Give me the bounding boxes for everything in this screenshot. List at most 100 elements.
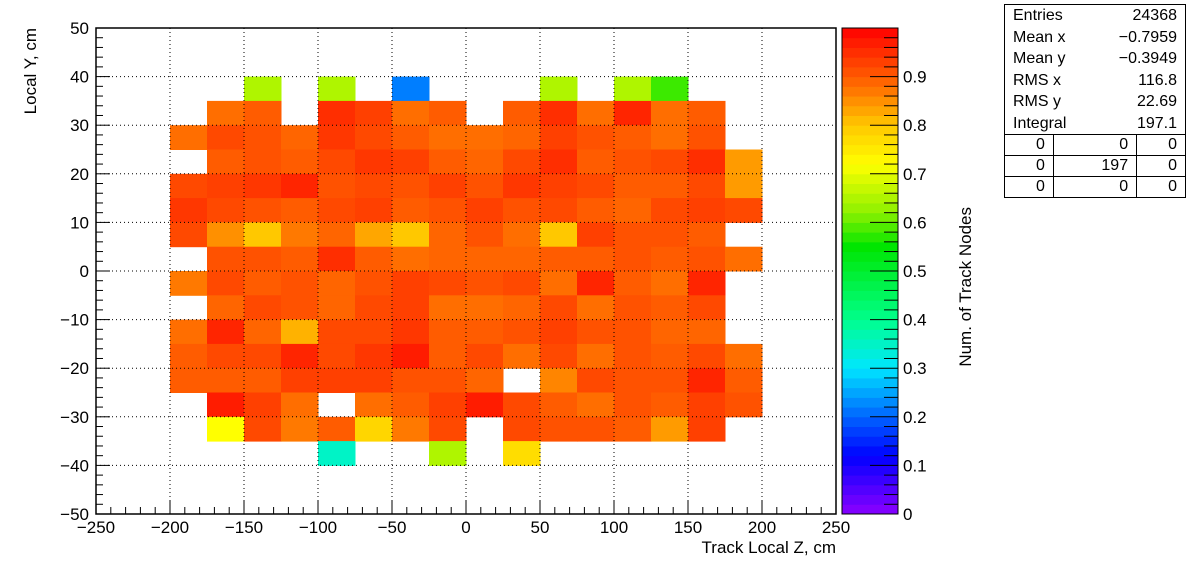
x-axis-label: Track Local Z, cm (702, 538, 836, 557)
heatmap-cell (244, 125, 282, 150)
heatmap-cell (503, 149, 541, 175)
heatmap-cell (392, 416, 430, 442)
heatmap-cell (429, 319, 467, 345)
heatmap-cell (577, 295, 615, 321)
y-tick-label: −20 (60, 359, 89, 378)
y-tick-label: 50 (70, 19, 89, 38)
heatmap-cell (429, 125, 467, 150)
heatmap-cell (392, 319, 430, 345)
heatmap-cells (170, 76, 763, 466)
palette-band (842, 66, 898, 78)
x-axis: −250 −200 −150 −100 −50 0 50 100 150 200 250 (77, 500, 850, 537)
stats-grid-cell: 0 (1136, 155, 1185, 177)
heatmap-cell (281, 343, 319, 369)
heatmap-cell (392, 368, 430, 393)
y-tick-label: −40 (60, 456, 89, 475)
x-tick-label: −150 (225, 518, 263, 537)
heatmap-cell (614, 125, 652, 150)
y-tick-label: 20 (70, 165, 89, 184)
heatmap-cell (651, 368, 689, 393)
palette-band (842, 368, 898, 379)
z-axis-label: Num. of Track Nodes (956, 207, 975, 367)
heatmap-cell (651, 198, 689, 223)
palette-band (842, 377, 898, 389)
heatmap-cell (281, 222, 319, 248)
heatmap-cell (392, 222, 430, 248)
y-tick-label: 30 (70, 116, 89, 135)
heatmap-cell (577, 319, 615, 345)
heatmap-cell (281, 319, 319, 345)
heatmap-cell (466, 149, 504, 175)
heatmap-cell (688, 368, 726, 393)
heatmap-cell (725, 246, 763, 272)
heatmap-cell (244, 222, 282, 248)
stats-grid-cell: 0 (1005, 176, 1054, 197)
heatmap-cell (577, 149, 615, 175)
heatmap-cell (688, 295, 726, 321)
heatmap-cell (318, 198, 356, 223)
heatmap-cell (614, 295, 652, 321)
heatmap-cell (318, 246, 356, 272)
heatmap-cell (392, 392, 430, 418)
heatmap-cell (207, 343, 245, 369)
stats-grid-cell: 0 (1052, 176, 1138, 197)
heatmap-cell (614, 416, 652, 442)
heatmap-cell (614, 368, 652, 393)
palette-band (842, 251, 898, 262)
heatmap-cell (429, 149, 467, 175)
heatmap-cell (466, 125, 504, 150)
y-axis: −50 −40 −30 −20 −10 0 10 20 30 40 50 (60, 19, 110, 524)
heatmap-cell (244, 368, 282, 393)
y-tick-label: −30 (60, 408, 89, 427)
heatmap-cell (651, 392, 689, 418)
heatmap-cell (503, 441, 541, 466)
heatmap-cell (170, 271, 208, 296)
stats-rows: Entries 24368 Mean x −0.7959 Mean y −0.3949 RM… (1005, 5, 1185, 134)
heatmap-cell (170, 198, 208, 223)
heatmap-cell (244, 343, 282, 369)
heatmap-cell (540, 392, 578, 418)
heatmap-cell (355, 416, 393, 442)
stats-row: Mean x −0.7959 (1005, 27, 1185, 49)
palette-band (842, 202, 898, 214)
heatmap-cell (355, 343, 393, 369)
palette-band (842, 144, 898, 155)
heatmap-cell (429, 246, 467, 272)
heatmap-cell (614, 198, 652, 223)
heatmap-cell (392, 173, 430, 199)
heatmap-cell (577, 368, 615, 393)
stats-label: Entries (1013, 7, 1063, 24)
heatmap-cell (281, 416, 319, 442)
heatmap-cell (540, 246, 578, 272)
heatmap-cell (688, 319, 726, 345)
heatmap-cell (466, 392, 504, 418)
heatmap-cell (651, 222, 689, 248)
heatmap-cell (503, 392, 541, 418)
z-tick-label: 0.2 (903, 408, 927, 427)
heatmap-cell (244, 149, 282, 175)
heatmap-cell (207, 173, 245, 199)
heatmap-cell (614, 76, 652, 102)
z-tick-label: 0.4 (903, 311, 927, 330)
z-axis: 0 0.1 0.2 0.3 0.4 0.5 0.6 0.7 0.8 0.9 (870, 37, 927, 524)
heatmap-cell (429, 441, 467, 466)
x-tick-label: −250 (77, 518, 115, 537)
heatmap-cell (614, 271, 652, 296)
stats-label: Mean y (1013, 50, 1066, 67)
heatmap-cell (688, 173, 726, 199)
heatmap-cell (614, 100, 652, 126)
x-tick-label: −50 (378, 518, 407, 537)
x-tick-label: 50 (531, 518, 550, 537)
heatmap-cell (281, 368, 319, 393)
heatmap-cell (540, 222, 578, 248)
stats-value: 22.69 (1136, 93, 1177, 110)
heatmap-cell (318, 76, 356, 102)
heatmap-cell (688, 392, 726, 418)
heatmap-cell (540, 173, 578, 199)
heatmap-cell (318, 368, 356, 393)
heatmap-cell (355, 173, 393, 199)
heatmap-cell (614, 319, 652, 345)
palette-band (842, 445, 898, 457)
